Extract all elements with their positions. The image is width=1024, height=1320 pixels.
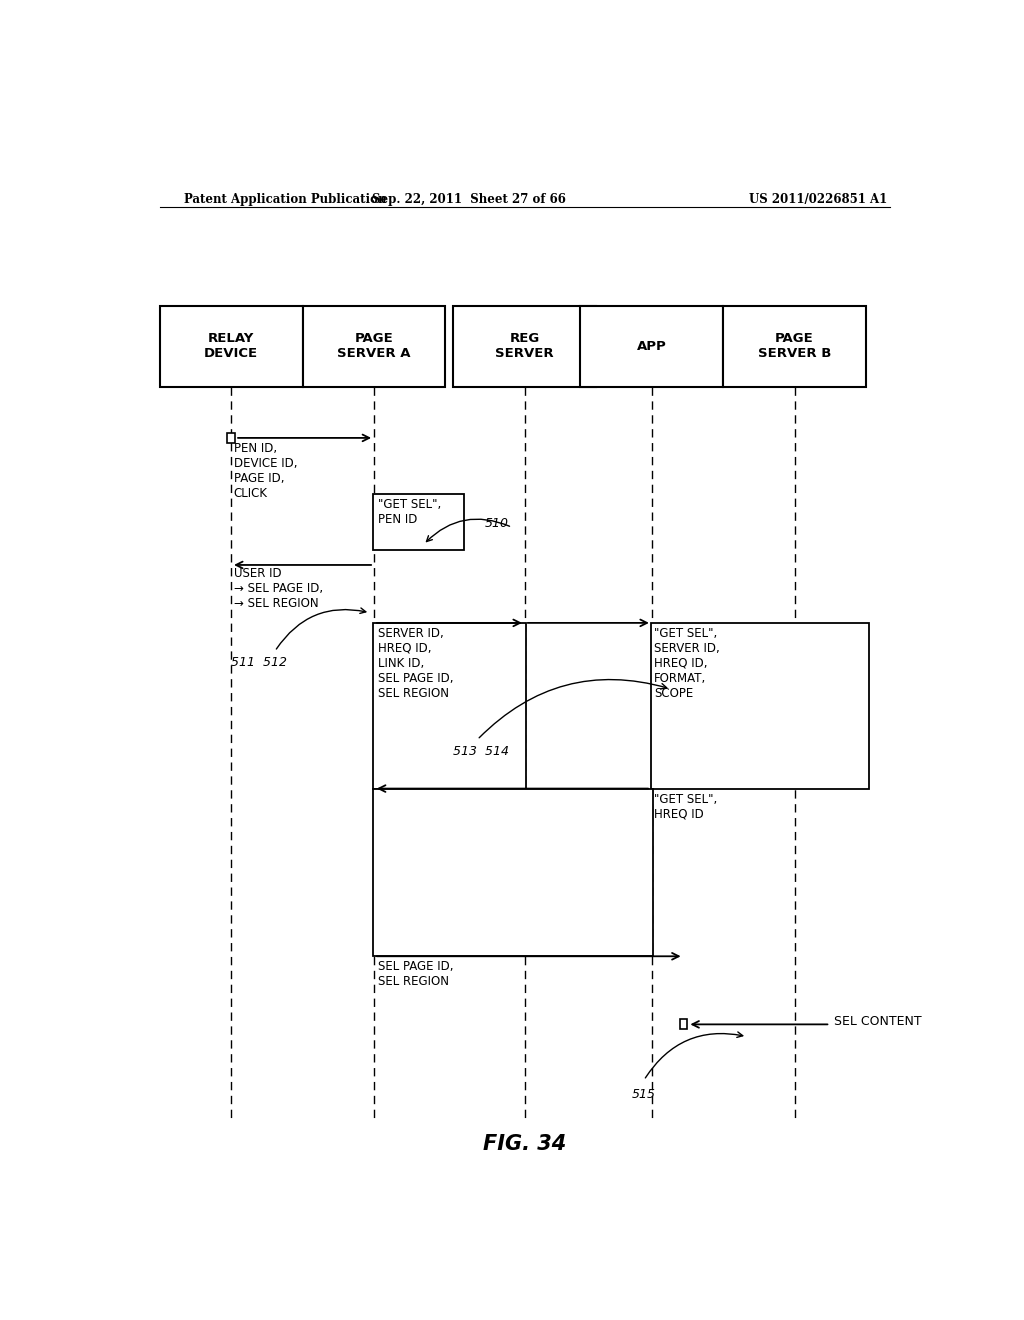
Bar [651,623,869,788]
Bar [723,306,866,387]
Bar [581,306,723,387]
Text: SERVER ID,
HREQ ID,
LINK ID,
SEL PAGE ID,
SEL REGION: SERVER ID, HREQ ID, LINK ID, SEL PAGE ID… [378,627,454,700]
Text: US 2011/0226851 A1: US 2011/0226851 A1 [750,193,888,206]
Bar [680,1019,687,1030]
Text: SEL CONTENT: SEL CONTENT [835,1015,922,1028]
Text: "GET SEL",
SERVER ID,
HREQ ID,
FORMAT,
SCOPE: "GET SEL", SERVER ID, HREQ ID, FORMAT, S… [654,627,720,700]
Text: 515: 515 [632,1089,656,1101]
Text: USER ID
→ SEL PAGE ID,
→ SEL REGION: USER ID → SEL PAGE ID, → SEL REGION [233,568,323,610]
Text: RELAY
DEVICE: RELAY DEVICE [204,333,258,360]
Text: SEL PAGE ID,
SEL REGION: SEL PAGE ID, SEL REGION [378,961,454,989]
Text: PAGE
SERVER A: PAGE SERVER A [337,333,411,360]
Text: FIG. 34: FIG. 34 [483,1134,566,1154]
Bar [160,306,303,387]
Text: Sep. 22, 2011  Sheet 27 of 66: Sep. 22, 2011 Sheet 27 of 66 [373,193,566,206]
Text: PEN ID,
DEVICE ID,
PAGE ID,
CLICK: PEN ID, DEVICE ID, PAGE ID, CLICK [233,442,297,500]
Text: "GET SEL",
PEN ID: "GET SEL", PEN ID [378,498,441,525]
Text: 513  514: 513 514 [454,744,509,758]
Text: Patent Application Publication: Patent Application Publication [183,193,386,206]
Bar [454,306,596,387]
Bar [373,494,465,549]
Text: REG
SERVER: REG SERVER [496,333,554,360]
Text: APP: APP [637,341,667,352]
Bar [303,306,445,387]
Text: 511  512: 511 512 [231,656,287,669]
Text: 510: 510 [484,517,508,531]
Text: PAGE
SERVER B: PAGE SERVER B [758,333,831,360]
Bar [373,623,525,788]
Bar [373,788,652,956]
Text: "GET SEL",
HREQ ID: "GET SEL", HREQ ID [654,792,718,821]
Bar [227,433,236,444]
